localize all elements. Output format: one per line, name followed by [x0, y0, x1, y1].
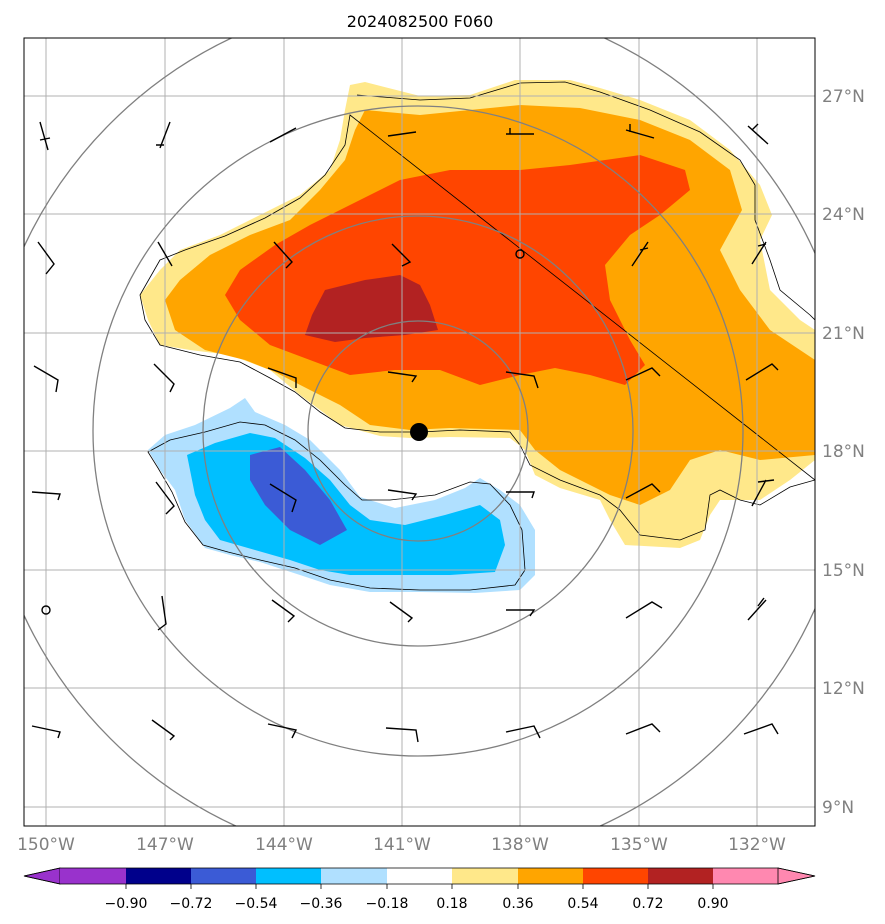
positive-contour-level-4 — [305, 275, 438, 342]
wind-barb — [389, 601, 414, 623]
colorbar-tick-label: 0.54 — [567, 896, 598, 912]
lon-label: 144°W — [255, 835, 313, 855]
calm-wind-circle — [41, 605, 51, 615]
negative-contour-level-3 — [250, 447, 347, 545]
wind-barb — [151, 719, 176, 741]
colorbar-tick-label: 0.90 — [697, 896, 728, 912]
colorbar-segment — [387, 868, 452, 884]
colorbar-segment — [256, 868, 321, 884]
positive-zero-contour — [139, 81, 815, 541]
wind-barb — [267, 367, 297, 388]
lon-label: 132°W — [728, 835, 786, 855]
wind-barb — [157, 241, 173, 267]
gridlines — [24, 38, 815, 826]
lat-label: 12°N — [822, 679, 865, 699]
colorbar-segment — [713, 868, 778, 884]
wind-barb — [747, 597, 767, 621]
wind-barb — [155, 481, 175, 515]
negative-zero-contour — [147, 421, 526, 591]
map-frame — [23, 37, 816, 827]
colorbar-segment — [648, 868, 713, 884]
colorbar-extend-high — [777, 867, 816, 885]
wind-barb — [745, 363, 779, 381]
colorbar-segment — [518, 868, 583, 884]
wind-barb — [631, 241, 649, 267]
wind-barb — [505, 371, 539, 389]
wind-barb — [267, 723, 298, 739]
colorbar-tick-label: −0.72 — [170, 896, 213, 912]
wind-barb — [625, 483, 661, 499]
wind-barb — [625, 124, 655, 139]
colorbar-segment — [583, 868, 648, 884]
lat-label: 24°N — [822, 205, 865, 225]
colorbar: −0.90 −0.72 −0.54 −0.36 −0.18 0.18 0.36 … — [23, 867, 816, 912]
colorbar-tick-label: −0.54 — [235, 896, 278, 912]
wind-barb — [505, 725, 541, 739]
wind-barb — [31, 491, 61, 501]
lat-label: 27°N — [822, 87, 865, 107]
wind-barb — [157, 595, 167, 631]
wind-barb — [387, 489, 418, 501]
colorbar-tick-label: −0.18 — [366, 896, 409, 912]
lon-label: 138°W — [491, 835, 549, 855]
wind-barb — [625, 367, 661, 381]
wind-barb — [506, 491, 535, 499]
colorbar-tick-label: −0.90 — [105, 896, 148, 912]
wind-barb — [271, 599, 296, 623]
range-rings — [24, 38, 815, 826]
wind-barb — [751, 241, 767, 265]
wind-barb — [625, 723, 661, 735]
lat-label: 21°N — [822, 324, 865, 344]
wind-barb — [39, 121, 51, 151]
wind-barb — [747, 123, 769, 145]
colorbar-tick-label: 0.18 — [436, 896, 467, 912]
wind-barb — [156, 121, 171, 149]
wind-barb — [385, 727, 419, 743]
colorbar-segment — [321, 868, 387, 884]
calm-wind-circle — [515, 249, 525, 259]
wind-barbs — [31, 121, 779, 743]
colorbar-segment — [191, 868, 256, 884]
colorbar-tick-label: 0.72 — [632, 896, 663, 912]
lat-label: 18°N — [822, 442, 865, 462]
wind-barb — [37, 241, 55, 275]
lon-label: 150°W — [17, 835, 75, 855]
wind-barb — [273, 241, 293, 269]
colorbar-segment — [126, 868, 191, 884]
wind-barb — [269, 483, 297, 513]
colorbar-tick-label: 0.36 — [502, 896, 533, 912]
wind-barb — [269, 127, 297, 143]
wind-barb — [387, 131, 417, 137]
colorbar-outline — [23, 867, 816, 885]
lat-axis-labels: 9°N 12°N 15°N 18°N 21°N 24°N 27°N — [822, 87, 865, 818]
wind-barb — [743, 723, 779, 735]
storm-center-marker — [410, 423, 428, 441]
wind-barb — [33, 365, 59, 393]
wind-barb — [387, 371, 418, 383]
wind-barb — [751, 479, 775, 507]
lat-label: 9°N — [822, 798, 854, 818]
wind-barb — [506, 609, 536, 617]
lon-label: 135°W — [610, 835, 668, 855]
map-area — [24, 38, 815, 826]
wind-barb — [391, 243, 412, 267]
colorbar-tick-label: −0.36 — [300, 896, 343, 912]
wind-barb — [625, 601, 663, 619]
colorbar-extend-low — [23, 867, 61, 885]
colorbar-segment — [60, 868, 126, 884]
lat-label: 15°N — [822, 561, 865, 581]
wind-barb — [153, 363, 175, 393]
colorbar-segment — [452, 868, 518, 884]
lon-axis-labels: 150°W 147°W 144°W 141°W 138°W 135°W 132°… — [17, 835, 786, 855]
map-title: 2024082500 F060 — [347, 12, 494, 31]
wind-barb — [31, 725, 61, 739]
lon-label: 141°W — [373, 835, 431, 855]
lon-label: 147°W — [136, 835, 194, 855]
wind-barb — [506, 128, 534, 135]
